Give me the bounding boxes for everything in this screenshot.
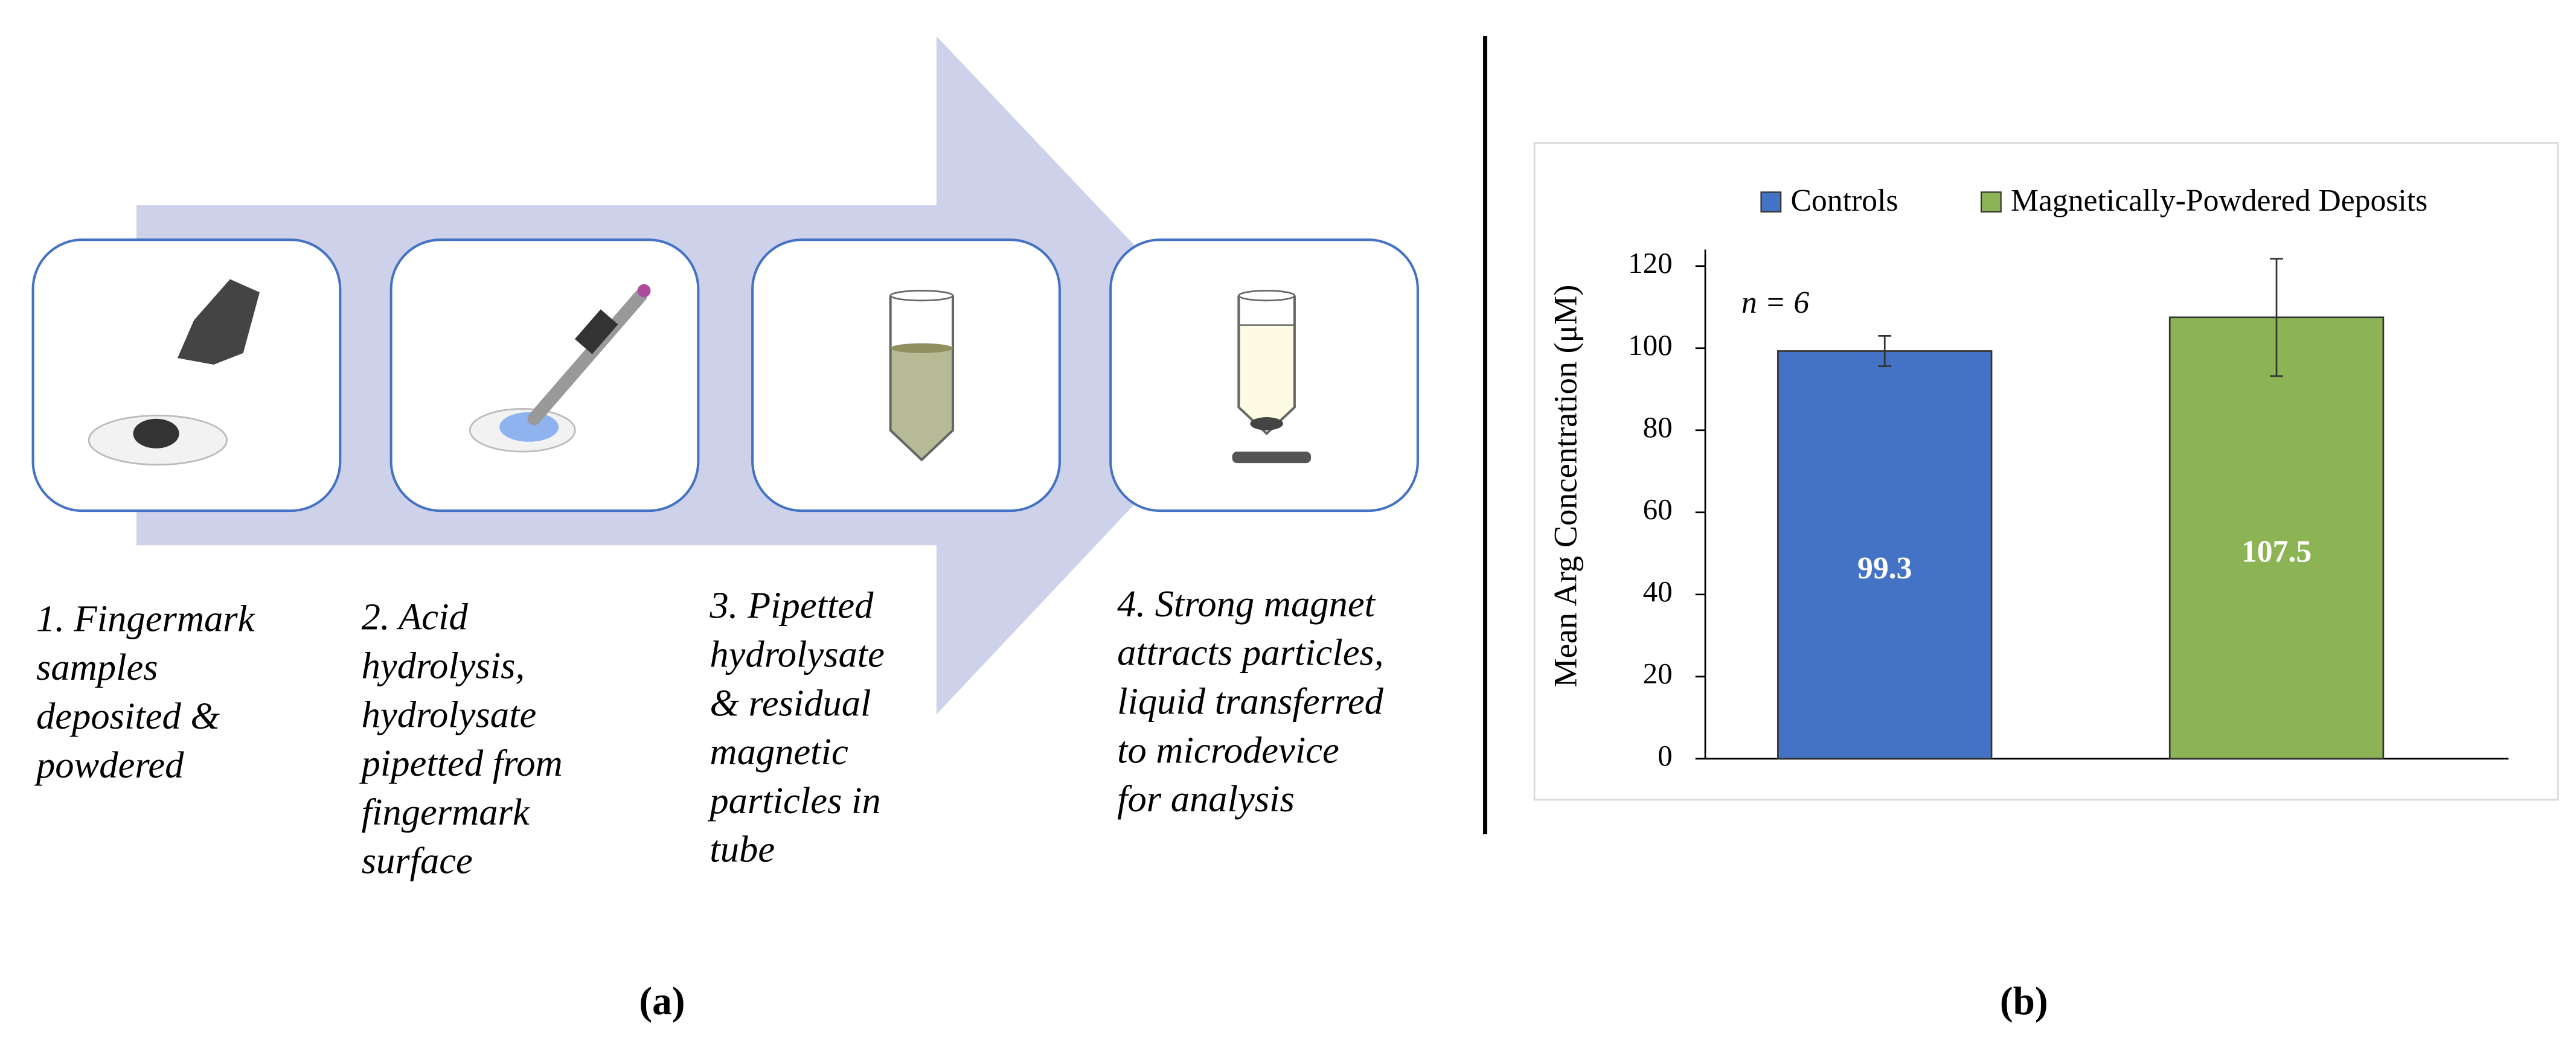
y-tick-label: 120	[1628, 246, 1672, 279]
step-text: hydrolysate	[362, 693, 537, 735]
value-label: 107.5	[2241, 534, 2312, 569]
icon-tube	[889, 290, 955, 462]
y-axis-title: Mean Arg Concentration (μM)	[1548, 285, 1584, 688]
step-text: 3. Pipetted	[709, 584, 874, 627]
y-tick-label: 0	[1658, 739, 1672, 772]
legend-label: Controls	[1790, 184, 1898, 218]
step-text: 2. Acid	[362, 596, 469, 638]
y-tick-label: 20	[1643, 657, 1673, 690]
step-boxes	[31, 238, 1419, 513]
step-text: samples	[36, 646, 158, 688]
step-text: for analysis	[1117, 778, 1295, 820]
step-text: 1. Fingermark	[36, 597, 255, 639]
step-text: pipetted from	[359, 742, 563, 784]
panel-label: (a)	[639, 980, 685, 1023]
legend-swatch	[1980, 191, 2002, 213]
bar	[1777, 350, 1993, 760]
icon-tube-magnet	[1232, 290, 1312, 464]
step-text: & residual	[710, 682, 871, 724]
step-box	[31, 238, 342, 513]
step-text: fingermark	[362, 791, 530, 833]
panel-label: (b)	[2000, 980, 2048, 1023]
annotation: n = 6	[1741, 286, 1810, 320]
y-tick-label: 40	[1643, 575, 1673, 608]
step-text: magnetic	[710, 730, 848, 773]
legend-swatch	[1760, 191, 1782, 213]
step-text: attracts particles,	[1117, 631, 1383, 674]
step-text: deposited &	[36, 695, 220, 737]
icon-pipetting	[469, 284, 651, 453]
step-text: surface	[362, 840, 473, 882]
y-tick-label: 60	[1643, 493, 1673, 526]
step-text: hydrolysis,	[362, 644, 525, 686]
step-text: liquid transferred	[1117, 680, 1384, 723]
step-text: particles in	[707, 779, 880, 822]
icon-powdering	[88, 279, 260, 466]
step-box	[389, 238, 700, 513]
value-label: 99.3	[1857, 551, 1912, 586]
bar	[2168, 316, 2385, 760]
step-text: to microdevice	[1117, 729, 1339, 771]
step-text: tube	[710, 828, 775, 870]
step-text: 4. Strong magnet	[1117, 583, 1376, 625]
step-text: hydrolysate	[710, 633, 885, 675]
y-tick-label: 100	[1628, 328, 1672, 362]
step-text: powdered	[34, 744, 184, 786]
legend-label: Magnetically-Powdered Deposits	[2011, 184, 2427, 218]
y-tick-label: 80	[1643, 410, 1673, 444]
chart-frame	[1533, 142, 2559, 801]
